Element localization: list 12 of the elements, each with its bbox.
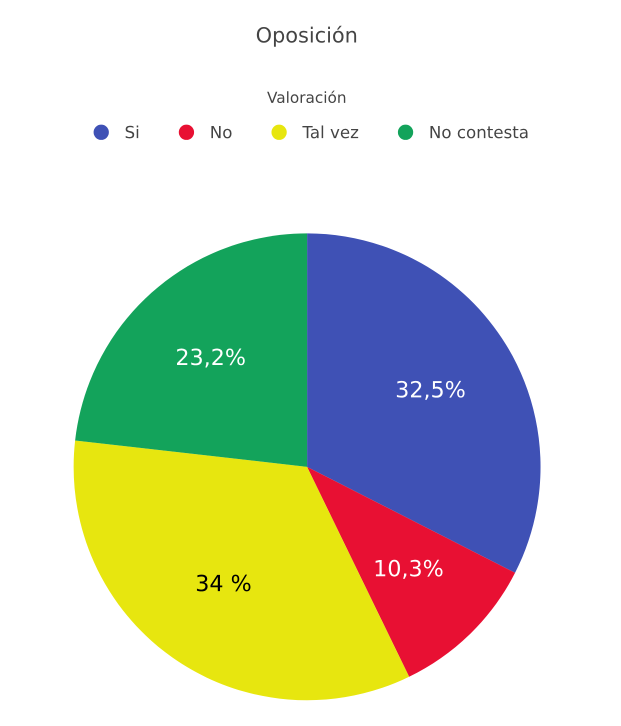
- pie-slice: [75, 233, 308, 467]
- data-label: 32,5%: [396, 380, 465, 400]
- legend-label: No contesta: [430, 126, 528, 138]
- data-label: 34 %: [196, 574, 250, 592]
- pie-slice: [307, 466, 516, 677]
- legend-label: Tal vez: [302, 125, 358, 138]
- legend-title: Valoración: [267, 90, 346, 104]
- chart-title: Oposición: [256, 26, 356, 47]
- legend-label: No: [211, 126, 232, 138]
- data-label: 10,3%: [376, 560, 443, 579]
- legend-label: Si: [126, 125, 138, 138]
- data-label: 23,2%: [177, 348, 245, 368]
